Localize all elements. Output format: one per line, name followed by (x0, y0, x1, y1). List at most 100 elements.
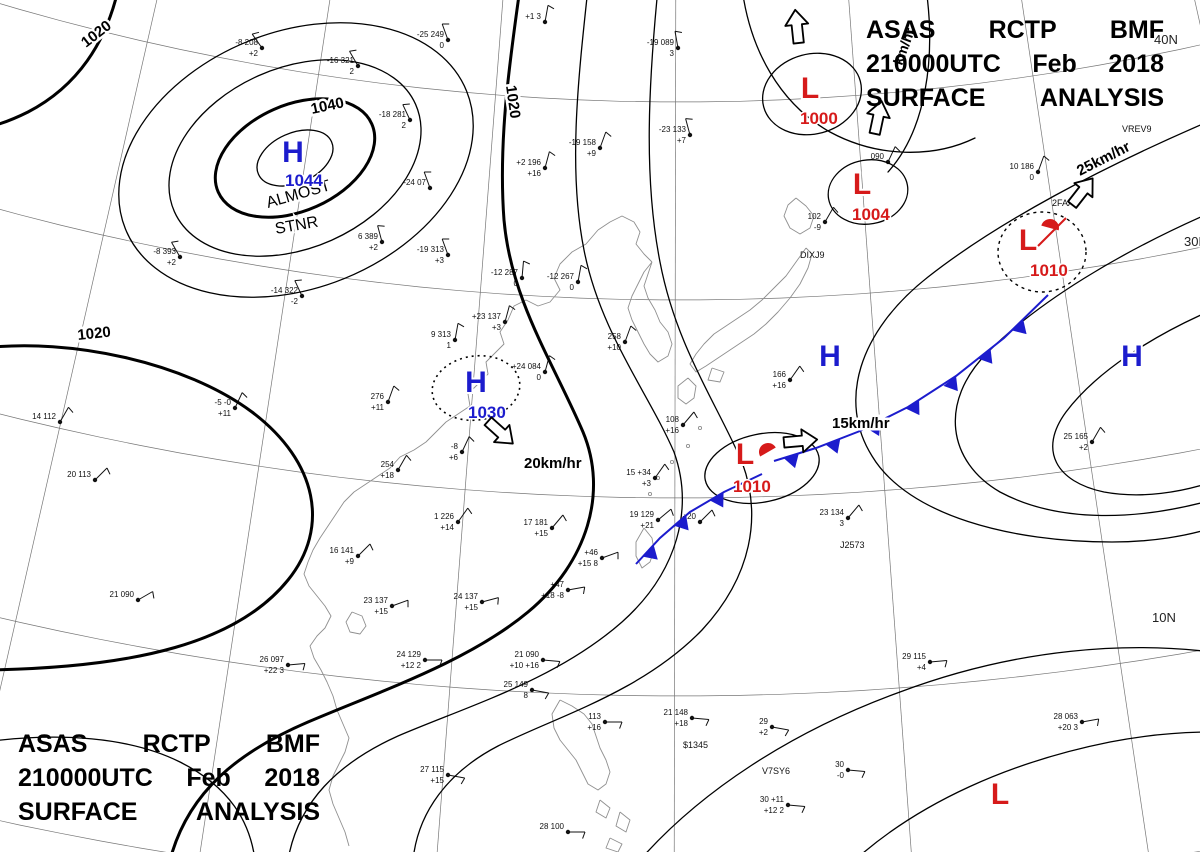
wind-barb (929, 660, 947, 663)
station-plot: +24 084 0 (512, 355, 556, 382)
wind-barb (441, 238, 449, 256)
wind-barb (423, 171, 431, 189)
station-text: 21 090 (110, 590, 135, 599)
wind-barb-tick (944, 660, 948, 668)
map-label: 15km/hr (832, 415, 890, 432)
station-text: +3 (642, 479, 652, 488)
station-text: +12 2 (401, 661, 422, 670)
station-text: 0 (537, 373, 542, 382)
isobar-closed (118, 22, 474, 298)
isobar-closed (761, 52, 863, 136)
station-text: 17 181 (524, 518, 549, 527)
high-center-symbol: H (282, 136, 304, 169)
isobar (170, 0, 595, 852)
graticule-parallel (0, 413, 1200, 499)
wind-barb (357, 543, 371, 557)
title-line: ASAS RCTP BMF (18, 730, 320, 764)
station-text: +15 (374, 607, 388, 616)
wind-barb-tick (693, 411, 698, 419)
wind-barb-tick (582, 831, 586, 839)
islet (685, 443, 691, 449)
station-text: -0 (837, 771, 845, 780)
station-plot: +1 3 (525, 4, 555, 25)
wind-barb (544, 5, 549, 23)
wind-barb (251, 33, 263, 49)
station-text: 6 389 (358, 232, 379, 241)
title-word: ANALYSIS (1039, 84, 1164, 112)
wind-barb (599, 131, 607, 149)
station-plot: 20 113 (67, 467, 111, 483)
station-plot: -18 281 2 (379, 103, 413, 130)
station-text: 24 129 (397, 650, 422, 659)
wind-barb (691, 717, 709, 720)
station-plot: 23 137 +15 (364, 596, 409, 616)
station-text: 23 134 (820, 508, 845, 517)
title-word: 2018 (1108, 50, 1164, 78)
title-word: 210000UTC (866, 50, 1001, 78)
station-text: 276 (371, 392, 385, 401)
station-text: +2 (249, 49, 259, 58)
station-text: +16 (587, 723, 601, 732)
wind-barb (447, 774, 465, 779)
station-plot: 30 +11 +12 2 (760, 795, 806, 815)
station-text: 14 112 (32, 412, 56, 421)
cold-front-triangle (1011, 319, 1027, 335)
station-text: -14 322 (271, 286, 299, 295)
callsign-label: VREV9 (1122, 124, 1152, 134)
station-plot: 276+11 (371, 385, 400, 412)
title-word: RCTP (988, 16, 1057, 44)
station-plot: -19 089 3 (647, 30, 682, 58)
wind-barb (682, 411, 695, 426)
station-plot: -5 -0 +11 (215, 392, 248, 418)
wind-barb (1081, 718, 1099, 723)
wind-barb-tick (294, 279, 302, 282)
pressure-value: 1044 (285, 171, 323, 190)
isobar (0, 0, 117, 126)
graticule-parallel (0, 3, 1200, 103)
station-plot: -19 313 +3 (417, 238, 451, 265)
wind-barb (887, 146, 896, 163)
wind-barb-tick (457, 322, 465, 328)
isobar (954, 216, 1200, 517)
islet (669, 459, 675, 465)
cold-front-triangle (905, 399, 920, 416)
station-text: +11 (371, 403, 385, 412)
station-text: +2 (1079, 443, 1089, 452)
title-word: SURFACE (18, 798, 138, 826)
station-plot: +20 (682, 509, 716, 525)
wind-barb (685, 118, 691, 136)
title-word: 2018 (264, 764, 320, 792)
high-center-symbol: H (1121, 340, 1143, 373)
wind-barb (577, 265, 582, 283)
wind-barb (657, 508, 672, 521)
coastline (595, 799, 611, 819)
wind-barb-tick (106, 467, 111, 475)
station-plot: +23 137 +3 (472, 305, 516, 332)
station-text: 25 165 (1064, 432, 1089, 441)
station-text: +15 (534, 529, 548, 538)
wind-barb-tick (685, 118, 693, 120)
station-plot: 17 181 +15 (524, 514, 567, 538)
wind-barb (789, 365, 801, 381)
station-plot: 6 389 +2 (358, 225, 385, 252)
wind-barb-tick (861, 771, 866, 779)
station-plot: 25 149 8 (504, 680, 550, 700)
coastline (707, 367, 725, 383)
station-text: 10 186 (1010, 162, 1035, 171)
red-annotation-slash (1037, 217, 1067, 247)
isobar (855, 124, 1200, 543)
wind-barb (441, 23, 449, 41)
station-text: +15 8 (578, 559, 599, 568)
title-word: RCTP (142, 730, 211, 758)
wind-barb-tick (302, 663, 306, 671)
station-text: 21 090 (515, 650, 540, 659)
station-plot: 258+10 (607, 325, 637, 352)
movement-arrow (483, 416, 514, 445)
wind-barb (699, 509, 713, 523)
wind-barb (387, 385, 395, 403)
wind-barb-tick (549, 355, 556, 361)
station-text: +16 (527, 169, 541, 178)
station-text: +15 (464, 603, 478, 612)
wind-barb-tick (1100, 426, 1106, 433)
station-text: +24 084 (512, 362, 542, 371)
